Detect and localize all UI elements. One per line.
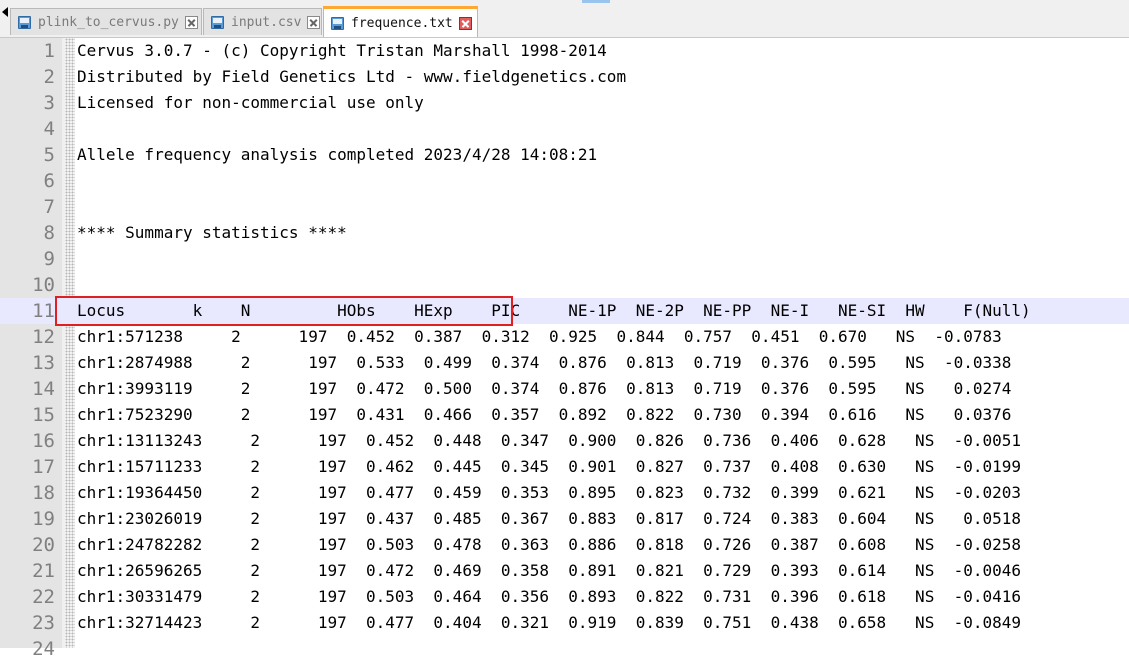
editor-line[interactable]: 5 Allele frequency analysis completed 202… — [0, 142, 1129, 168]
line-text[interactable]: **** Summary statistics **** — [77, 223, 347, 242]
save-disk-icon — [210, 15, 225, 30]
editor-line[interactable]: 8 **** Summary statistics **** — [0, 220, 1129, 246]
close-icon[interactable] — [184, 15, 198, 29]
close-icon[interactable] — [307, 15, 321, 29]
line-number: 4 — [43, 118, 55, 140]
line-text[interactable]: chr1:19364450 2 197 0.477 0.459 0.353 0.… — [77, 483, 1022, 502]
line-text[interactable]: chr1:26596265 2 197 0.472 0.469 0.358 0.… — [77, 561, 1022, 580]
tab-label: frequence.txt — [351, 15, 453, 31]
line-text[interactable]: Cervus 3.0.7 - (c) Copyright Tristan Mar… — [77, 41, 607, 60]
line-text[interactable]: Allele frequency analysis completed 2023… — [77, 145, 598, 164]
editor-line[interactable]: 23 chr1:32714423 2 197 0.477 0.404 0.321 … — [0, 610, 1129, 636]
line-number-gutter — [0, 38, 62, 648]
editor-line[interactable]: 3 Licensed for non-commercial use only — [0, 90, 1129, 116]
line-number: 17 — [32, 456, 55, 478]
line-number: 24 — [32, 638, 55, 660]
tab-input-csv[interactable]: input.csv — [203, 8, 322, 35]
line-text[interactable]: chr1:2874988 2 197 0.533 0.499 0.374 0.8… — [77, 353, 1012, 372]
line-number: 18 — [32, 482, 55, 504]
line-text[interactable]: Licensed for non-commercial use only — [77, 93, 424, 112]
line-number: 10 — [32, 274, 55, 296]
line-text[interactable]: Distributed by Field Genetics Ltd - www.… — [77, 67, 627, 86]
editor-line[interactable]: 10 — [0, 272, 1129, 298]
line-number: 22 — [32, 586, 55, 608]
editor-line[interactable]: 7 — [0, 194, 1129, 220]
line-text[interactable]: chr1:7523290 2 197 0.431 0.466 0.357 0.8… — [77, 405, 1012, 424]
line-number: 21 — [32, 560, 55, 582]
line-text[interactable]: chr1:32714423 2 197 0.477 0.404 0.321 0.… — [77, 613, 1022, 632]
editor-line[interactable]: 1 Cervus 3.0.7 - (c) Copyright Tristan Ma… — [0, 38, 1129, 64]
editor-line[interactable]: 4 — [0, 116, 1129, 142]
line-number: 13 — [32, 352, 55, 374]
line-number: 20 — [32, 534, 55, 556]
editor-line[interactable]: 17 chr1:15711233 2 197 0.462 0.445 0.345 … — [0, 454, 1129, 480]
line-number: 7 — [43, 196, 55, 218]
save-disk-icon — [17, 15, 32, 30]
editor-line[interactable]: 12 chr1:571238 2 197 0.452 0.387 0.312 0.… — [0, 324, 1129, 350]
gutter-edge — [62, 38, 65, 648]
line-text[interactable]: chr1:30331479 2 197 0.503 0.464 0.356 0.… — [77, 587, 1022, 606]
line-number: 19 — [32, 508, 55, 530]
line-number: 3 — [43, 92, 55, 114]
editor-line[interactable]: 18 chr1:19364450 2 197 0.477 0.459 0.353 … — [0, 480, 1129, 506]
editor-line[interactable]: 22 chr1:30331479 2 197 0.503 0.464 0.356 … — [0, 584, 1129, 610]
editor-line[interactable]: 15 chr1:7523290 2 197 0.431 0.466 0.357 0… — [0, 402, 1129, 428]
line-number: 12 — [32, 326, 55, 348]
tab-frequence-txt[interactable]: frequence.txt — [323, 6, 478, 37]
text-editor[interactable]: 1 Cervus 3.0.7 - (c) Copyright Tristan Ma… — [0, 38, 1129, 660]
line-text[interactable]: Locus k N HObs HExp PIC NE-1P NE-2P NE-P… — [77, 301, 1031, 320]
line-text[interactable]: chr1:3993119 2 197 0.472 0.500 0.374 0.8… — [77, 379, 1012, 398]
line-number: 2 — [43, 66, 55, 88]
editor-line[interactable]: 6 — [0, 168, 1129, 194]
line-number: 1 — [43, 40, 55, 62]
editor-line[interactable]: 9 — [0, 246, 1129, 272]
editor-line[interactable]: 11 Locus k N HObs HExp PIC NE-1P NE-2P NE… — [0, 298, 1129, 324]
tab-label: plink_to_cervus.py — [38, 14, 179, 30]
toolbar-edge-marker — [582, 0, 610, 3]
line-number: 6 — [43, 170, 55, 192]
line-text[interactable]: chr1:23026019 2 197 0.437 0.485 0.367 0.… — [77, 509, 1022, 528]
line-number: 8 — [43, 222, 55, 244]
tab-plink-to-cervus[interactable]: plink_to_cervus.py — [10, 8, 202, 35]
line-number: 11 — [32, 300, 55, 322]
editor-line[interactable]: 24 — [0, 636, 1129, 662]
save-disk-icon — [330, 16, 345, 31]
editor-line[interactable]: 19 chr1:23026019 2 197 0.437 0.485 0.367 … — [0, 506, 1129, 532]
editor-line[interactable]: 20 chr1:24782282 2 197 0.503 0.478 0.363 … — [0, 532, 1129, 558]
editor-line[interactable]: 2 Distributed by Field Genetics Ltd - www… — [0, 64, 1129, 90]
editor-line[interactable]: 16 chr1:13113243 2 197 0.452 0.448 0.347 … — [0, 428, 1129, 454]
line-number: 16 — [32, 430, 55, 452]
line-text[interactable]: chr1:15711233 2 197 0.462 0.445 0.345 0.… — [77, 457, 1022, 476]
line-number: 9 — [43, 248, 55, 270]
arrow-left-icon — [1, 7, 8, 17]
editor-line[interactable]: 21 chr1:26596265 2 197 0.472 0.469 0.358 … — [0, 558, 1129, 584]
line-text[interactable]: chr1:571238 2 197 0.452 0.387 0.312 0.92… — [77, 327, 1002, 346]
tab-label: input.csv — [231, 14, 302, 30]
tab-scroll-left-button[interactable] — [0, 5, 9, 19]
tab-bar: plink_to_cervus.py input.csv frequence.t… — [0, 0, 1129, 38]
editor-line[interactable]: 14 chr1:3993119 2 197 0.472 0.500 0.374 0… — [0, 376, 1129, 402]
line-number: 23 — [32, 612, 55, 634]
line-text[interactable]: chr1:13113243 2 197 0.452 0.448 0.347 0.… — [77, 431, 1022, 450]
line-number: 15 — [32, 404, 55, 426]
fold-margin[interactable] — [65, 38, 75, 648]
line-number: 5 — [43, 144, 55, 166]
editor-line[interactable]: 13 chr1:2874988 2 197 0.533 0.499 0.374 0… — [0, 350, 1129, 376]
line-number: 14 — [32, 378, 55, 400]
line-text[interactable]: chr1:24782282 2 197 0.503 0.478 0.363 0.… — [77, 535, 1022, 554]
close-icon[interactable] — [458, 16, 472, 30]
